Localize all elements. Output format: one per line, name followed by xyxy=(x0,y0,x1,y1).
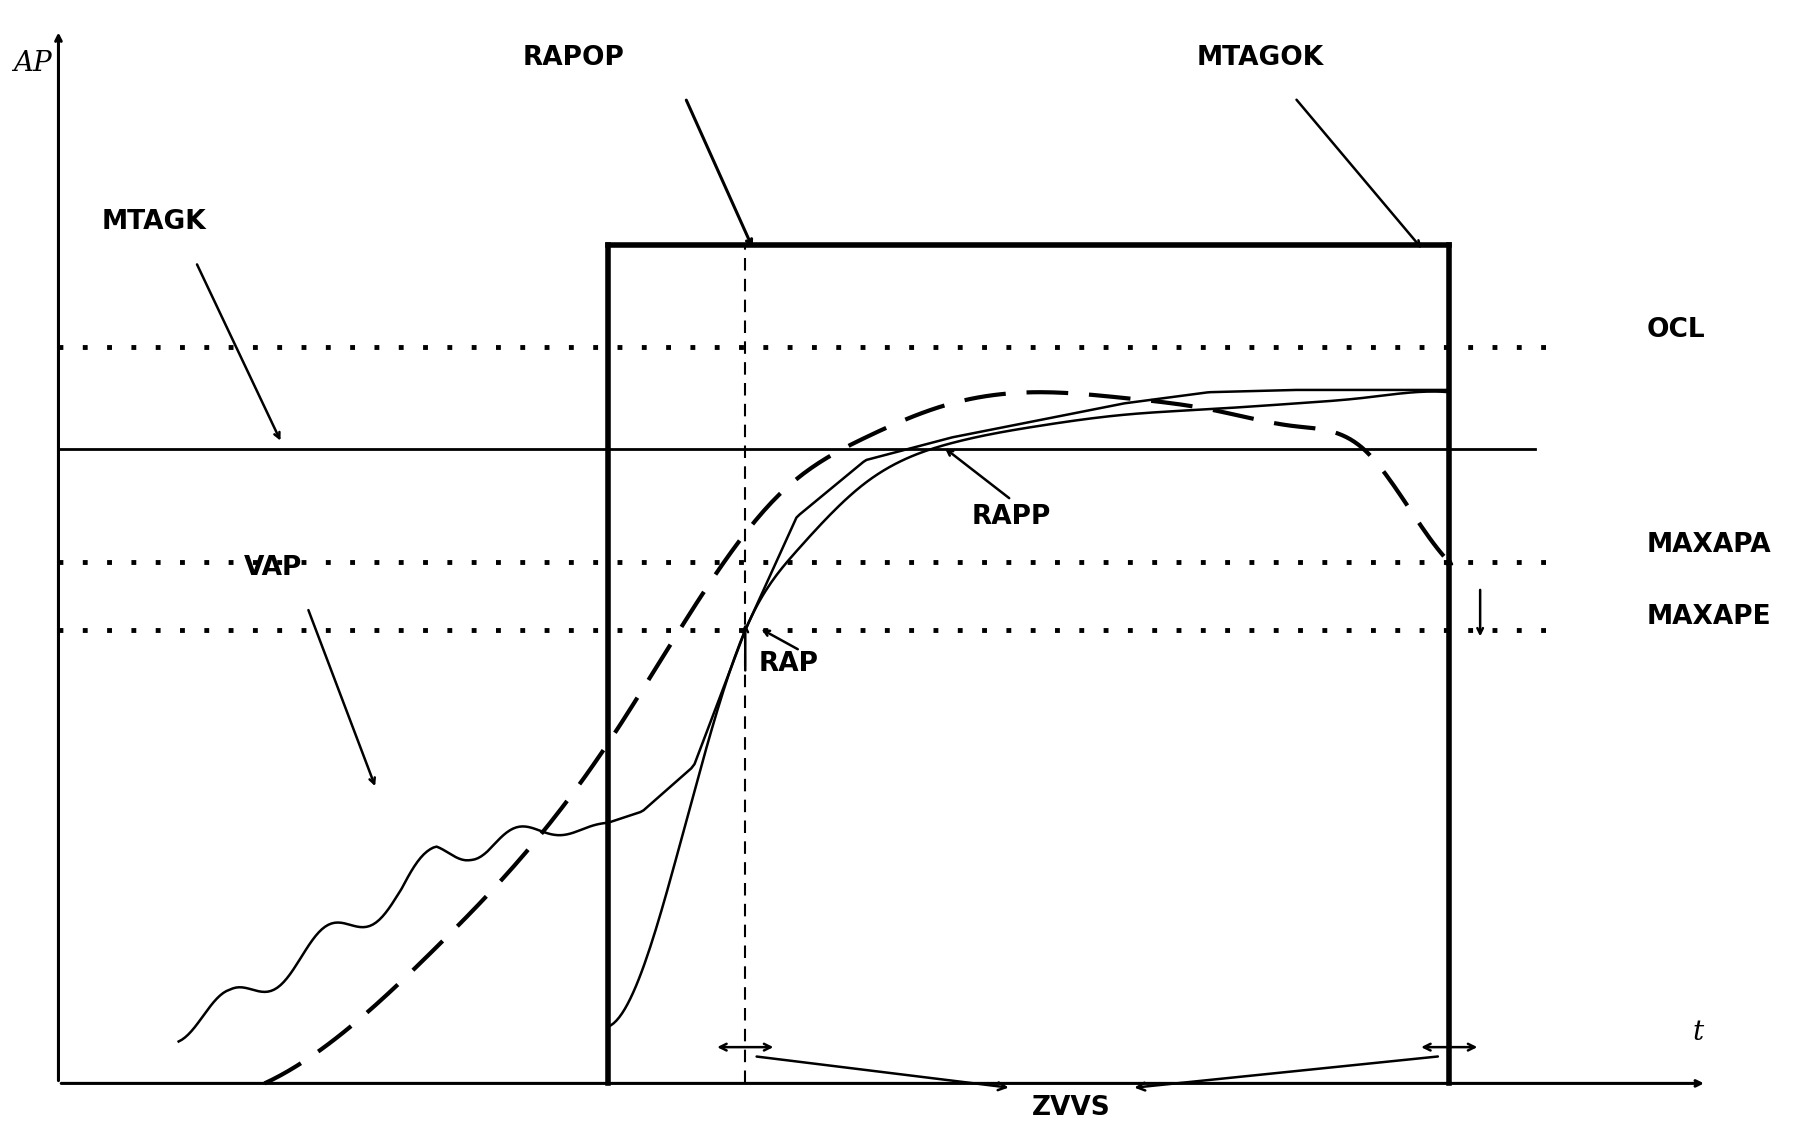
Text: RAPOP: RAPOP xyxy=(522,45,624,71)
Text: VAP: VAP xyxy=(244,555,303,580)
Text: MTAGK: MTAGK xyxy=(102,209,206,235)
Text: MTAGOK: MTAGOK xyxy=(1196,45,1323,71)
Text: RAPP: RAPP xyxy=(972,504,1051,530)
Text: MAXAPA: MAXAPA xyxy=(1646,532,1771,559)
Text: OCL: OCL xyxy=(1646,317,1705,343)
Text: t: t xyxy=(1693,1019,1703,1046)
Text: AP: AP xyxy=(13,50,52,77)
Text: RAP: RAP xyxy=(758,651,818,677)
Text: MAXAPE: MAXAPE xyxy=(1646,603,1771,630)
Text: ZVVS: ZVVS xyxy=(1033,1095,1112,1122)
